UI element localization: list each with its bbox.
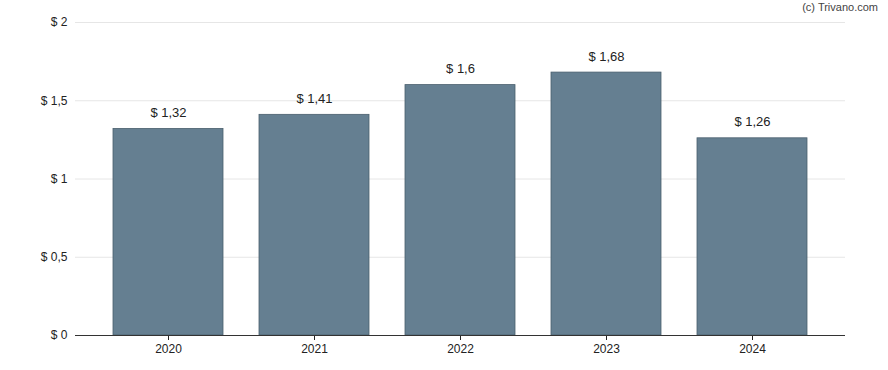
svg-text:$ 1,6: $ 1,6 [446, 61, 475, 76]
svg-text:2021: 2021 [301, 342, 328, 356]
svg-text:2024: 2024 [739, 342, 766, 356]
svg-text:$ 1,5: $ 1,5 [41, 94, 68, 108]
html-text:(c) Trivano.com: (c) Trivano.com [802, 1, 878, 13]
svg-text:$ 1,26: $ 1,26 [734, 114, 770, 129]
svg-text:2022: 2022 [447, 342, 474, 356]
svg-text:$ 1,41: $ 1,41 [296, 91, 332, 106]
svg-text:$ 1,32: $ 1,32 [150, 105, 186, 120]
svg-text:2023: 2023 [593, 342, 620, 356]
svg-text:$ 0,5: $ 0,5 [41, 250, 68, 264]
svg-text:$ 1: $ 1 [51, 172, 68, 186]
svg-text:$ 2: $ 2 [51, 15, 68, 29]
svg-text:$ 0: $ 0 [51, 328, 68, 342]
svg-text:$ 1,68: $ 1,68 [588, 49, 624, 64]
svg-text:2020: 2020 [155, 342, 182, 356]
